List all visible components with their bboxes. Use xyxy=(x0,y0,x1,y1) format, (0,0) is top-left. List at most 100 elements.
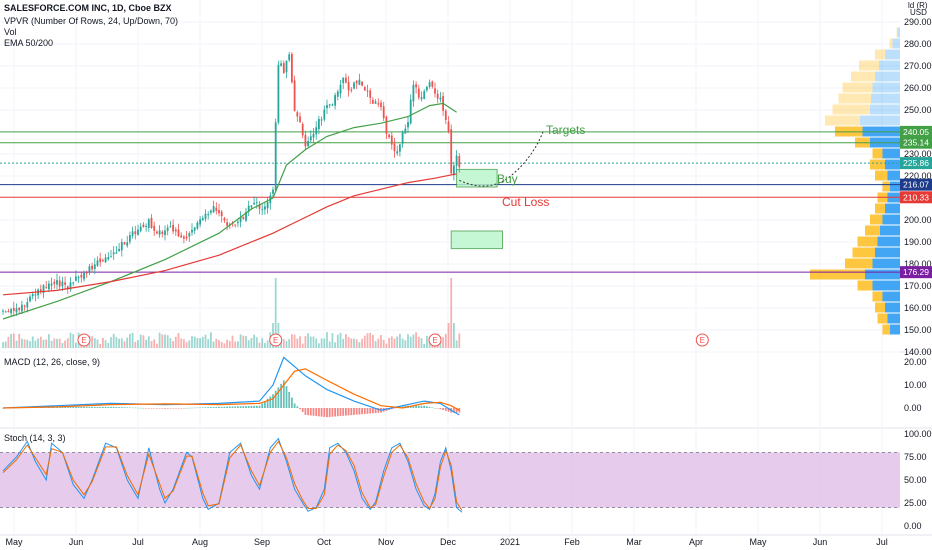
candle-body xyxy=(242,216,245,219)
candle-body xyxy=(261,209,264,211)
earnings-marker xyxy=(269,333,283,347)
macd-histogram-bar xyxy=(309,408,312,416)
macd-histogram-bar xyxy=(315,408,318,417)
candle-body xyxy=(363,87,366,91)
candle-body xyxy=(285,60,288,73)
volume-bar xyxy=(242,335,245,348)
macd-histogram-bar xyxy=(183,408,185,409)
candle-body xyxy=(390,135,393,145)
macd-histogram-bar xyxy=(345,408,347,416)
macd-histogram-bar xyxy=(436,408,439,409)
targets-label: Targets xyxy=(546,123,585,137)
vpvr-down-bar xyxy=(870,214,883,225)
candle-body xyxy=(264,206,266,210)
volume-bar xyxy=(447,323,450,348)
candle-body xyxy=(193,227,196,231)
indicator-vol[interactable]: Vol xyxy=(4,27,17,37)
macd-histogram-bar xyxy=(215,406,218,408)
vpvr-up-bar xyxy=(892,38,900,49)
volume-bar xyxy=(39,336,42,348)
vpvr-up-bar xyxy=(875,247,900,258)
candle-body xyxy=(199,219,201,225)
volume-bar xyxy=(377,338,380,348)
macd-histogram-bar xyxy=(299,408,301,410)
earnings-marker-label: E xyxy=(81,336,86,345)
candle-body xyxy=(50,283,53,286)
indicator-vpvr[interactable]: VPVR (Number Of Rows, 24, Up/Down, 70) xyxy=(4,16,179,26)
candle-body xyxy=(85,272,88,274)
macd-histogram-bar xyxy=(123,407,126,408)
candle-body xyxy=(48,283,50,290)
volume-bar xyxy=(161,334,164,348)
macd-histogram-bar xyxy=(156,408,158,409)
volume-bar xyxy=(355,339,358,348)
volume-bar xyxy=(169,338,172,348)
candle-body xyxy=(358,79,361,85)
vpvr-down-bar xyxy=(810,269,865,280)
time-tick-label: Jun xyxy=(813,537,828,547)
candlesticks[interactable] xyxy=(2,52,461,317)
volume-bar xyxy=(353,338,355,348)
macd-histogram-bar xyxy=(218,406,220,408)
projected-path xyxy=(459,131,544,187)
candle-body xyxy=(382,106,385,119)
volume-bar xyxy=(156,343,158,348)
macd-histogram-bar xyxy=(420,405,423,408)
price-tick-label: 150.00 xyxy=(904,325,932,335)
macd-histogram-bar xyxy=(88,406,91,408)
candle-body xyxy=(26,302,29,308)
volume-profile xyxy=(810,27,900,335)
candle-body xyxy=(110,256,112,258)
macd-histogram-bar xyxy=(115,407,118,408)
candle-body xyxy=(331,104,334,106)
candle-body xyxy=(399,144,401,152)
vpvr-down-bar xyxy=(872,148,883,159)
macd-histogram-bar xyxy=(169,408,172,409)
macd-histogram-bar xyxy=(102,406,104,408)
volume-bar xyxy=(196,338,199,348)
candle-body xyxy=(83,272,85,280)
volume-bar xyxy=(401,338,404,348)
vpvr-down-bar xyxy=(859,60,879,71)
price-tick-label: 290.00 xyxy=(904,17,932,27)
macd-histogram-bar xyxy=(77,406,80,408)
volume-bar xyxy=(26,339,29,348)
candle-body xyxy=(34,294,37,296)
macd-histogram-bar xyxy=(326,408,328,418)
volume-bar xyxy=(126,337,129,348)
volume-bar xyxy=(23,339,26,348)
vpvr-up-bar xyxy=(860,115,900,126)
volume-bar xyxy=(112,333,115,348)
indicator-ema[interactable]: EMA 50/200 xyxy=(4,38,54,48)
macd-histogram-bar xyxy=(99,406,102,408)
candle-body xyxy=(417,88,420,98)
macd-histogram-bar xyxy=(199,407,201,408)
vpvr-up-bar xyxy=(880,225,900,236)
price-badge-text: 235.14 xyxy=(903,138,929,148)
candle-body xyxy=(388,134,390,138)
macd-histogram-bar xyxy=(226,406,228,408)
price-tick-label: 160.00 xyxy=(904,303,932,313)
macd-histogram-bar xyxy=(447,408,450,412)
candle-body xyxy=(223,217,226,221)
candle-body xyxy=(450,129,453,174)
macd-label[interactable]: MACD (12, 26, close, 9) xyxy=(4,357,101,367)
stoch-tick-label: 100.00 xyxy=(904,429,932,439)
macd-histogram-bar xyxy=(296,406,299,408)
stoch-label[interactable]: Stoch (14, 3, 3) xyxy=(4,433,66,443)
candle-body xyxy=(201,218,204,221)
candle-body xyxy=(145,226,147,228)
candle-body xyxy=(66,286,69,289)
macd-histogram-bar xyxy=(161,408,164,409)
macd-histogram-bar xyxy=(172,408,174,409)
price-tick-label: 270.00 xyxy=(904,61,932,71)
macd-histogram-bar xyxy=(220,406,223,408)
volume-bar xyxy=(336,334,339,348)
volume-bar xyxy=(342,338,345,348)
vpvr-up-bar xyxy=(871,93,900,104)
volume-bar xyxy=(358,342,361,348)
macd-histogram-bar xyxy=(307,408,309,416)
macd-histogram-bar xyxy=(455,408,458,413)
volume-bar xyxy=(304,336,307,348)
